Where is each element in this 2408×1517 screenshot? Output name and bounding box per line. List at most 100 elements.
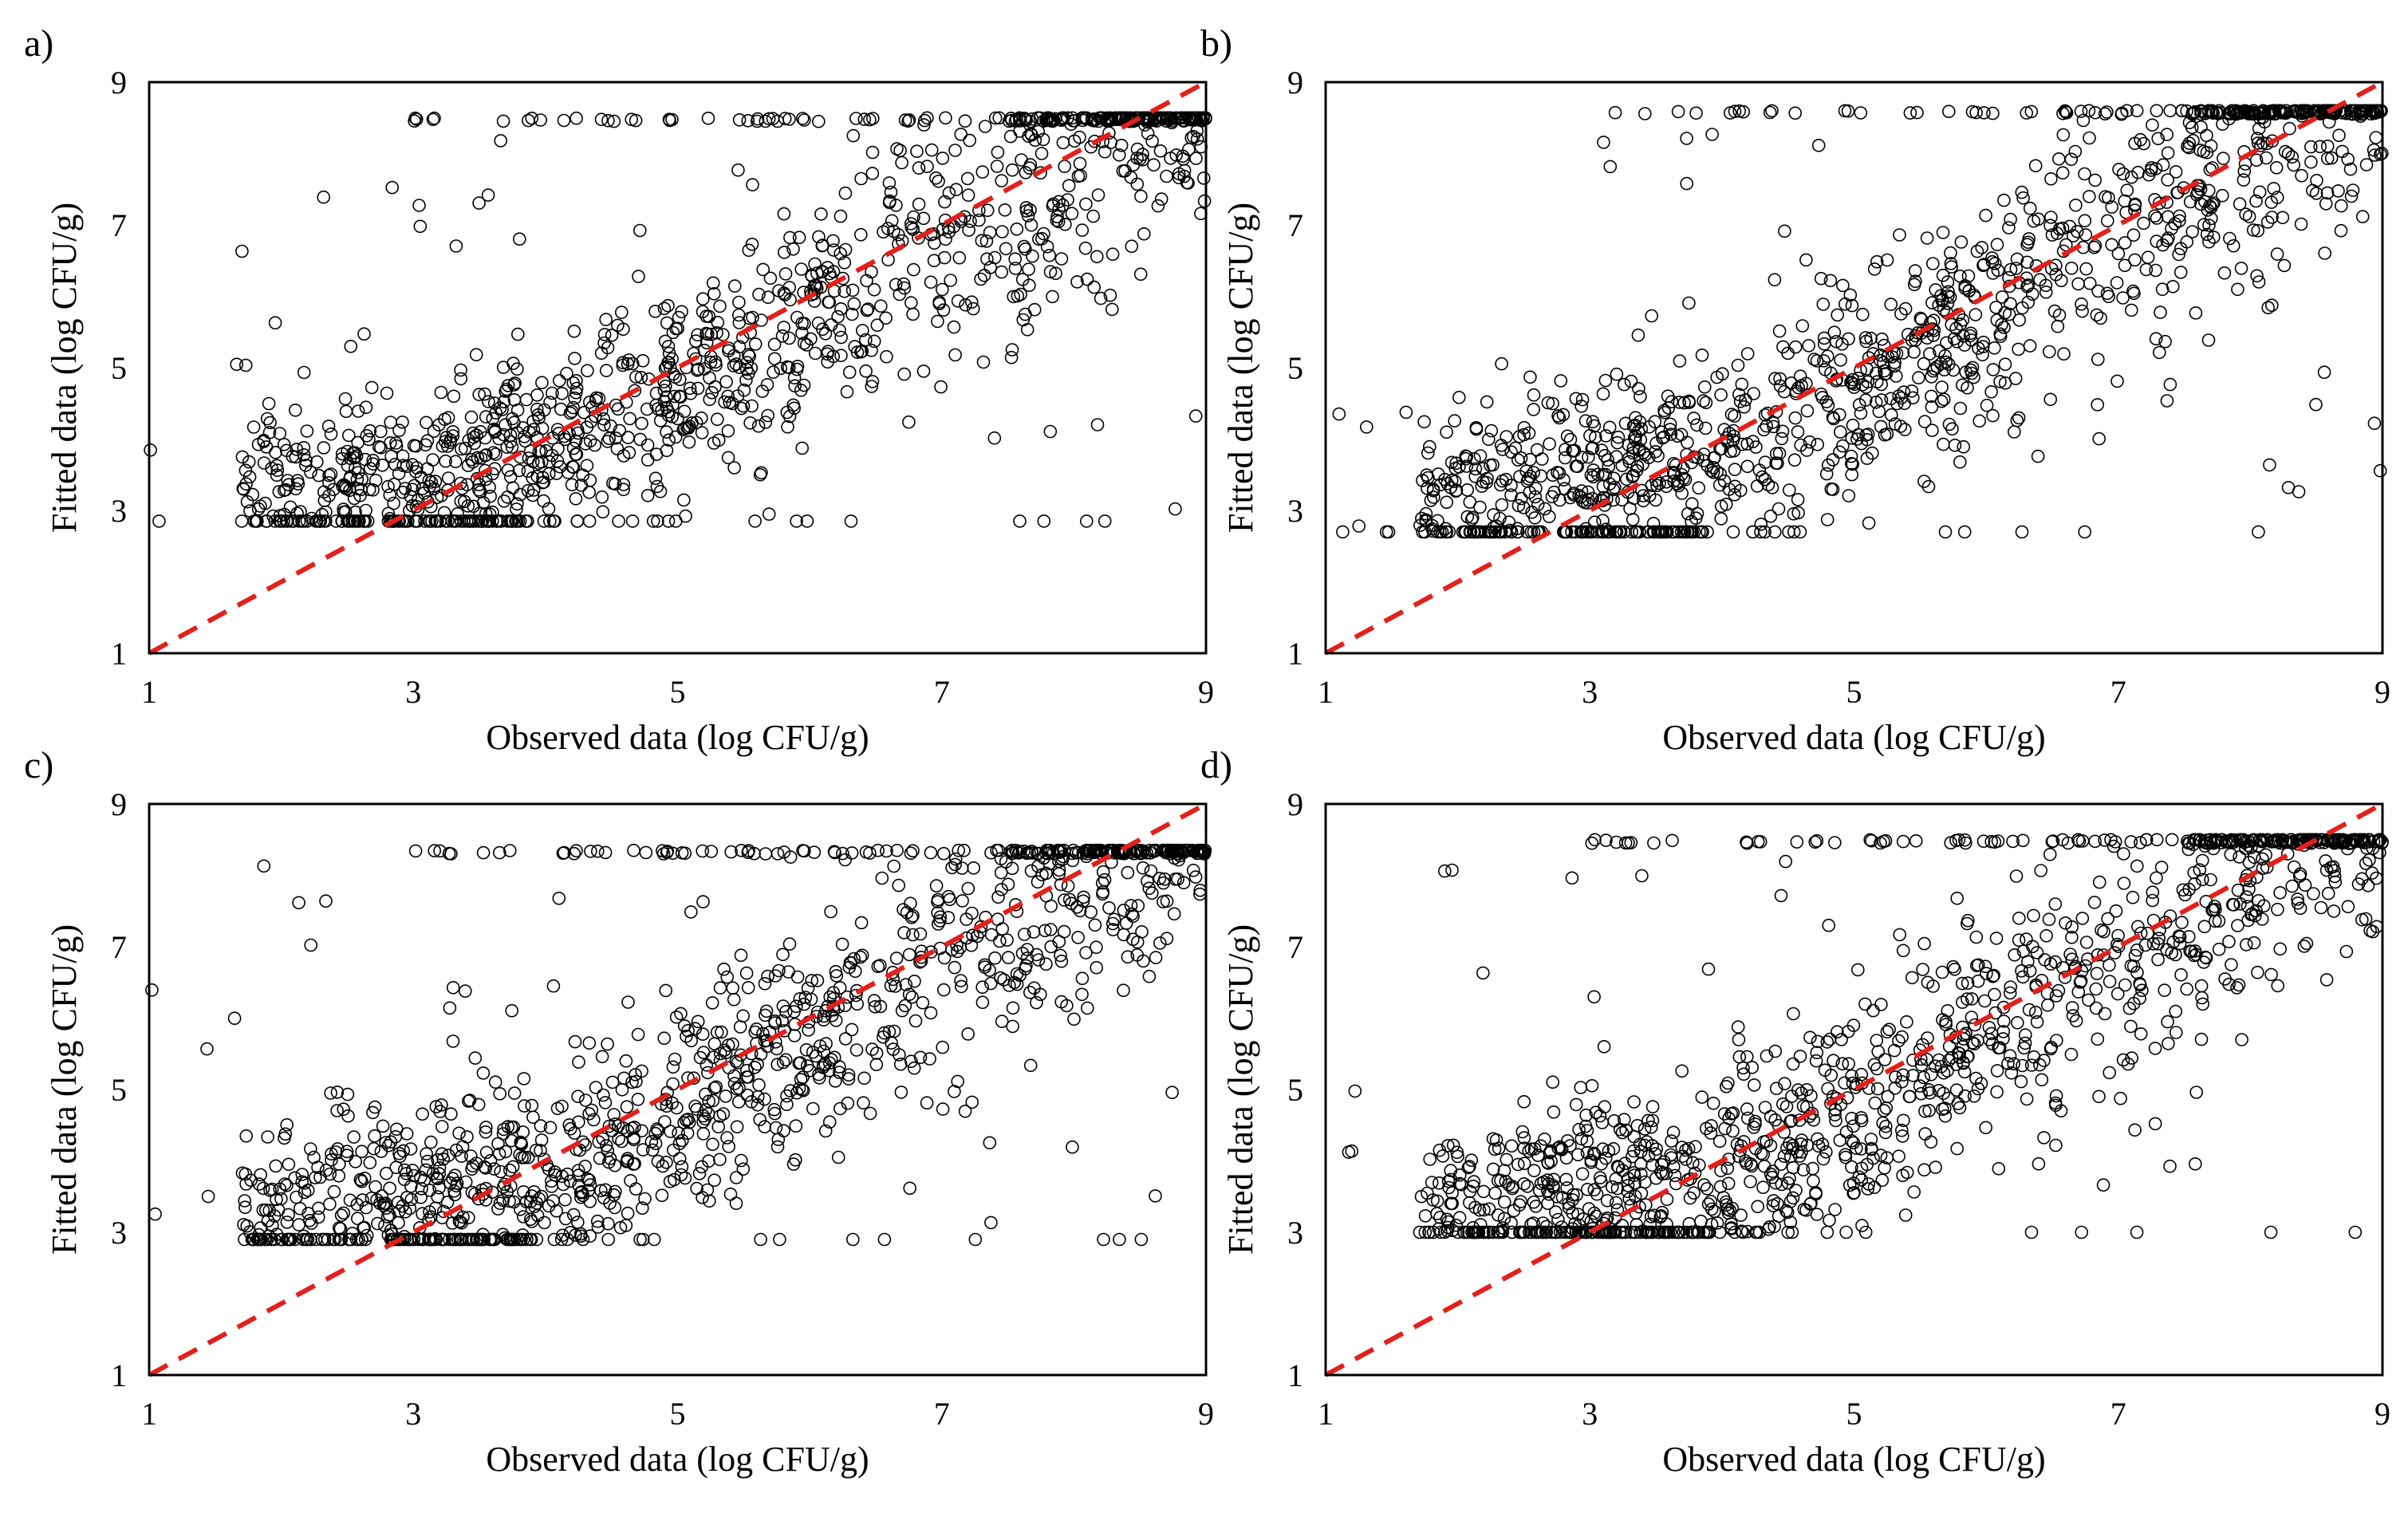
data-point <box>1905 971 1919 985</box>
data-point <box>983 1136 997 1150</box>
data-point <box>2148 209 2162 223</box>
data-point <box>2240 890 2253 904</box>
data-point <box>403 1201 417 1216</box>
data-point <box>951 294 965 308</box>
data-point <box>625 514 640 528</box>
data-point <box>282 1232 296 1247</box>
data-point <box>2310 174 2323 187</box>
data-point <box>672 1126 685 1140</box>
data-point <box>1967 1089 1981 1103</box>
data-point <box>1008 252 1022 266</box>
data-point <box>1835 439 1850 453</box>
data-point <box>532 1192 546 1206</box>
data-point <box>1735 377 1749 392</box>
data-point <box>1433 1225 1448 1239</box>
data-point <box>338 505 353 519</box>
data-point <box>1046 114 1059 128</box>
data-point <box>768 969 782 983</box>
data-point <box>889 199 903 212</box>
data-point <box>1336 525 1350 539</box>
data-point <box>2153 345 2166 360</box>
data-point <box>833 1060 846 1074</box>
data-point <box>589 1081 603 1094</box>
data-point <box>372 439 386 454</box>
data-point <box>707 1173 722 1188</box>
data-point <box>2030 946 2044 959</box>
data-point <box>681 421 696 435</box>
data-point <box>601 1216 615 1231</box>
data-point <box>904 220 918 234</box>
data-point <box>634 370 648 384</box>
data-point <box>865 375 880 388</box>
data-point <box>696 1127 711 1141</box>
data-point <box>1142 881 1156 896</box>
data-point <box>601 114 615 128</box>
data-point <box>263 416 277 430</box>
data-point <box>1040 239 1054 254</box>
data-point <box>1496 1225 1510 1239</box>
data-point <box>567 324 581 338</box>
data-point <box>1090 960 1103 975</box>
data-point <box>1862 1177 1876 1191</box>
data-point <box>2074 104 2088 118</box>
data-point <box>1026 249 1039 263</box>
data-point <box>972 213 986 227</box>
data-point <box>636 1232 650 1247</box>
data-point <box>433 1105 447 1118</box>
data-point <box>1528 510 1542 525</box>
x-tick-label: 9 <box>1198 674 1214 710</box>
data-point <box>1973 414 1987 428</box>
data-point <box>713 1109 727 1123</box>
data-point <box>808 346 822 361</box>
data-point <box>1129 111 1142 125</box>
data-point <box>2134 836 2147 849</box>
data-point <box>426 112 440 127</box>
data-point <box>2307 887 2320 900</box>
data-point <box>1556 408 1571 422</box>
data-point <box>904 896 917 910</box>
data-point <box>908 974 921 988</box>
data-point <box>2120 183 2134 197</box>
data-point <box>1657 1155 1671 1169</box>
data-point <box>420 1147 433 1160</box>
data-point <box>1671 104 1685 119</box>
data-point <box>912 161 926 175</box>
x-tick-label: 7 <box>934 1396 950 1432</box>
data-point <box>227 1011 242 1026</box>
data-point <box>2297 940 2311 953</box>
data-point <box>797 844 811 858</box>
data-point <box>1677 1225 1691 1239</box>
data-point <box>612 514 625 528</box>
data-point <box>1905 384 1919 398</box>
data-point <box>1572 1122 1586 1137</box>
data-point <box>1597 1039 1611 1054</box>
data-point <box>1560 429 1574 443</box>
data-point <box>1817 331 1831 345</box>
data-point <box>1058 160 1071 173</box>
data-point <box>801 981 815 995</box>
data-point <box>2091 353 2105 366</box>
data-point <box>1547 485 1561 499</box>
data-point <box>1024 864 1038 878</box>
data-point <box>2163 104 2177 118</box>
data-point <box>1850 963 1865 977</box>
data-point <box>2249 194 2263 208</box>
data-point <box>531 408 545 422</box>
data-point <box>1419 506 1433 521</box>
data-point <box>671 321 685 336</box>
data-point <box>1806 1161 1820 1176</box>
data-point <box>1878 1119 1893 1133</box>
data-point <box>257 433 271 447</box>
data-point <box>984 928 999 942</box>
data-point <box>462 433 476 447</box>
data-point <box>884 979 898 993</box>
data-point <box>1937 1086 1950 1101</box>
data-point <box>337 480 352 495</box>
data-point <box>2020 1092 2034 1106</box>
data-point <box>590 844 605 858</box>
data-point <box>2260 215 2275 229</box>
data-point <box>902 948 916 962</box>
data-point <box>842 365 857 380</box>
data-point <box>479 1121 493 1134</box>
data-point <box>569 447 584 461</box>
